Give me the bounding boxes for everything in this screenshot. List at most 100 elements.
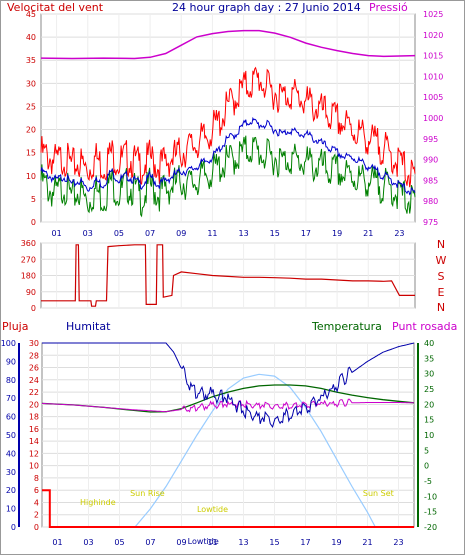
rain-tick-label: 10 [29,462,39,471]
x-tick-label: 17 [301,229,311,238]
astro-annotation: Highinde [80,498,116,507]
y-right-tick-label: 1025 [423,10,443,19]
dewpoint-header: Punt rosada [392,320,457,333]
y-tick-label: 20 [26,126,36,135]
wind-avg-series [40,116,416,196]
temperature-tick-label: -20 [424,523,437,532]
pressure-series [40,29,416,60]
rain-tick-label: 24 [29,376,39,385]
wind-gust-series [40,66,416,188]
astro-annotation: Lowtide [197,505,228,514]
temperature-tick-label: 10 [424,431,434,440]
rain-tick-label: 30 [29,339,39,348]
y-tick-label: 0 [31,218,36,227]
y-right-tick-label: 985 [423,176,438,185]
x-tick-label: 09 [176,229,186,238]
x-tick-label: 19 [331,538,341,547]
wind-direction-series [41,244,415,307]
rain-tick-label: 22 [29,388,39,397]
y-right-tick-label: 1010 [423,72,443,81]
x-tick-label: 15 [269,538,279,547]
temperature-tick-label: 25 [424,385,434,394]
rain-tick-label: 14 [29,437,39,446]
temperature-tick-label: 35 [424,354,434,363]
x-tick-label: 01 [51,229,61,238]
humidity-header: Humitat [66,320,111,333]
temperature-tick-label: 5 [424,446,429,455]
temperature-tick-label: -15 [424,508,437,517]
x-tick-label: 19 [332,229,342,238]
x-tick-label: 15 [270,229,280,238]
x-tick-label: 13 [238,229,248,238]
wind-pressure-chart: 0510152025303540459759809859909951000100… [26,10,444,238]
humidity-tick-label: 20 [6,486,16,495]
rain-tick-label: 6 [34,486,39,495]
compass-label: E [438,286,445,299]
y-right-tick-label: 1015 [423,52,443,61]
x-tick-label: 03 [83,229,93,238]
rain-tick-label: 16 [29,425,39,434]
rain-header: Pluja [2,320,28,333]
astro-annotation: Sun Set [363,489,394,498]
x-tick-label: 07 [145,538,155,547]
y-tick-label: 15 [26,149,36,158]
astro-annotation: Lowtide [188,537,219,546]
y-right-tick-label: 1020 [423,31,443,40]
wind-direction-chart: 0 90 180 270 360 [21,239,416,313]
plot-area [41,342,415,528]
y-tick-label: 30 [26,79,36,88]
temperature-tick-label: 30 [424,370,434,379]
humidity-tick-label: 100 [1,339,16,348]
x-tick-label: 13 [238,538,248,547]
compass-label: N [437,301,445,314]
rain-tick-label: 20 [29,400,39,409]
rain-series [42,489,414,528]
temp-humidity-rain-chart: 0246810121416182022242628300102030405060… [1,339,437,547]
astro-annotation: Sun Rise [130,489,165,498]
x-tick-label: 23 [394,229,404,238]
temperature-series [41,384,415,413]
humidity-tick-label: 60 [6,413,16,422]
temperature-tick-label: 15 [424,416,434,425]
rain-tick-label: 26 [29,364,39,373]
humidity-tick-label: 70 [6,394,16,403]
x-tick-label: 01 [52,538,62,547]
x-tick-label: 17 [300,538,310,547]
wind-speed-series [40,135,416,218]
temperature-tick-label: 20 [424,400,434,409]
y-tick-label: 45 [26,10,36,19]
y-tick-label: 180 [21,272,36,281]
rain-tick-label: 4 [34,498,39,507]
compass-label: W [436,254,447,267]
x-tick-label: 03 [83,538,93,547]
x-tick-label: 07 [145,229,155,238]
temperature-tick-label: 0 [424,462,429,471]
wind-speed-header: Velocitat del vent [7,1,104,14]
y-tick-label: 35 [26,56,36,65]
compass-label: S [438,270,445,283]
dewpoint-series [41,398,414,413]
y-tick-label: 5 [31,195,36,204]
humidity-tick-label: 10 [6,505,16,514]
x-tick-label: 05 [114,229,124,238]
x-tick-label: 23 [393,538,403,547]
rain-tick-label: 0 [34,523,39,532]
humidity-tick-label: 30 [6,468,16,477]
humidity-tick-label: 90 [6,357,16,366]
y-right-tick-label: 1005 [423,93,443,102]
y-tick-label: 360 [21,239,36,248]
y-right-tick-label: 1000 [423,114,443,123]
humidity-tick-label: 80 [6,376,16,385]
solar-curve [134,373,376,528]
y-right-tick-label: 995 [423,135,438,144]
temperature-header: Temperatura [311,320,382,333]
rain-tick-label: 12 [29,449,39,458]
y-tick-label: 0 [31,304,36,313]
temperature-tick-label: 40 [424,339,434,348]
rain-tick-label: 28 [29,351,39,360]
humidity-tick-label: 0 [11,523,16,532]
y-tick-label: 90 [26,288,36,297]
x-tick-label: 05 [114,538,124,547]
